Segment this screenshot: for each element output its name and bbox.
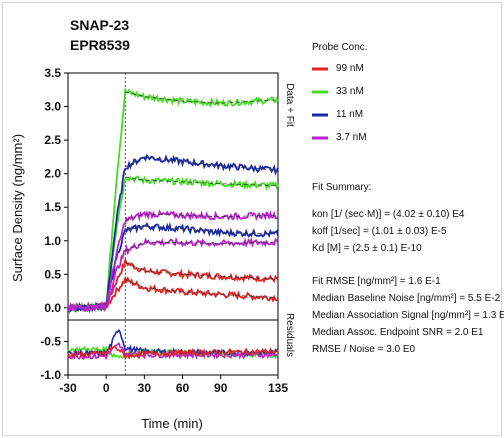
chart-title: SNAP-23 xyxy=(70,17,129,33)
right-label-residuals: Residuals xyxy=(284,313,295,357)
fit-kd: Kd [M] = (2.5 ± 0.1) E-10 xyxy=(312,243,422,254)
x-axis-label: Time (min) xyxy=(141,416,203,431)
fit-curve-99nM-1 xyxy=(125,279,279,299)
y-axis-label: Surface Density (ng/mm²) xyxy=(10,134,25,282)
right-label-data-fit: Data + Fit xyxy=(284,83,295,127)
legend-label-11nm: 11 nM xyxy=(336,109,364,120)
x-tick-label-0: -30 xyxy=(59,381,77,395)
fit-curve-33nM-0 xyxy=(125,91,279,104)
legend-label-99nm: 99 nM xyxy=(336,63,364,74)
fit-curve-11nM-0 xyxy=(125,156,279,171)
median-endpoint-snr: Median Assoc. Endpoint SNR = 2.0 E1 xyxy=(312,327,484,338)
data-curve-37nM-1 xyxy=(67,236,279,315)
fit-curve-11nM-1 xyxy=(125,225,279,235)
legend-label-33nm: 33 nM xyxy=(336,86,364,97)
median-association-signal: Median Association Signal [ng/mm²] = 1.3… xyxy=(312,310,504,321)
data-curve-99nM-0 xyxy=(67,256,279,313)
residual-curve-3 xyxy=(67,344,279,361)
y-tick-label-9: 3.5 xyxy=(44,66,61,80)
legend-title: Probe Conc. xyxy=(312,42,368,53)
x-tick-label-5: 135 xyxy=(268,381,288,395)
fit-curve-99nM-0 xyxy=(125,261,278,280)
median-baseline-noise: Median Baseline Noise [ng/mm²] = 5.5 E-2 xyxy=(312,293,501,304)
x-tick-label-4: 90 xyxy=(214,381,228,395)
x-tick-label-2: 30 xyxy=(138,381,152,395)
y-tick-label-7: 2.5 xyxy=(44,133,61,147)
x-tick-label-1: 0 xyxy=(103,381,110,395)
fit-koff: koff [1/sec] = (1.01 ± 0.03) E-5 xyxy=(312,226,447,237)
y-tick-label-2: 0.0 xyxy=(44,301,61,315)
y-tick-label-0: -1.0 xyxy=(40,368,61,382)
y-tick-label-6: 2.0 xyxy=(44,167,61,181)
y-tick-label-4: 1.0 xyxy=(44,234,61,248)
x-tick-label-3: 60 xyxy=(176,381,190,395)
chart-subtitle: EPR8539 xyxy=(70,37,130,53)
fit-rmse: Fit RMSE [ng/mm²] = 1.6 E-1 xyxy=(312,276,441,287)
fit-kon: kon [1/ (sec·M)] = (4.02 ± 0.10) E4 xyxy=(312,209,465,220)
fit-summary-title: Fit Summary: xyxy=(312,182,372,193)
fit-curve-33nM-1 xyxy=(125,176,278,187)
y-tick-label-3: 0.5 xyxy=(44,267,61,281)
y-tick-label-8: 3.0 xyxy=(44,100,61,114)
legend-label-3-7nm: 3.7 nM xyxy=(336,132,367,143)
y-tick-label-1: -0.5 xyxy=(40,334,61,348)
fit-curve-37nM-0 xyxy=(125,213,278,221)
plot-area xyxy=(67,72,279,376)
y-tick-label-5: 1.5 xyxy=(44,200,61,214)
fit-curve-37nM-1 xyxy=(125,241,278,252)
rmse-noise-ratio: RMSE / Noise = 3.0 E0 xyxy=(312,344,416,355)
